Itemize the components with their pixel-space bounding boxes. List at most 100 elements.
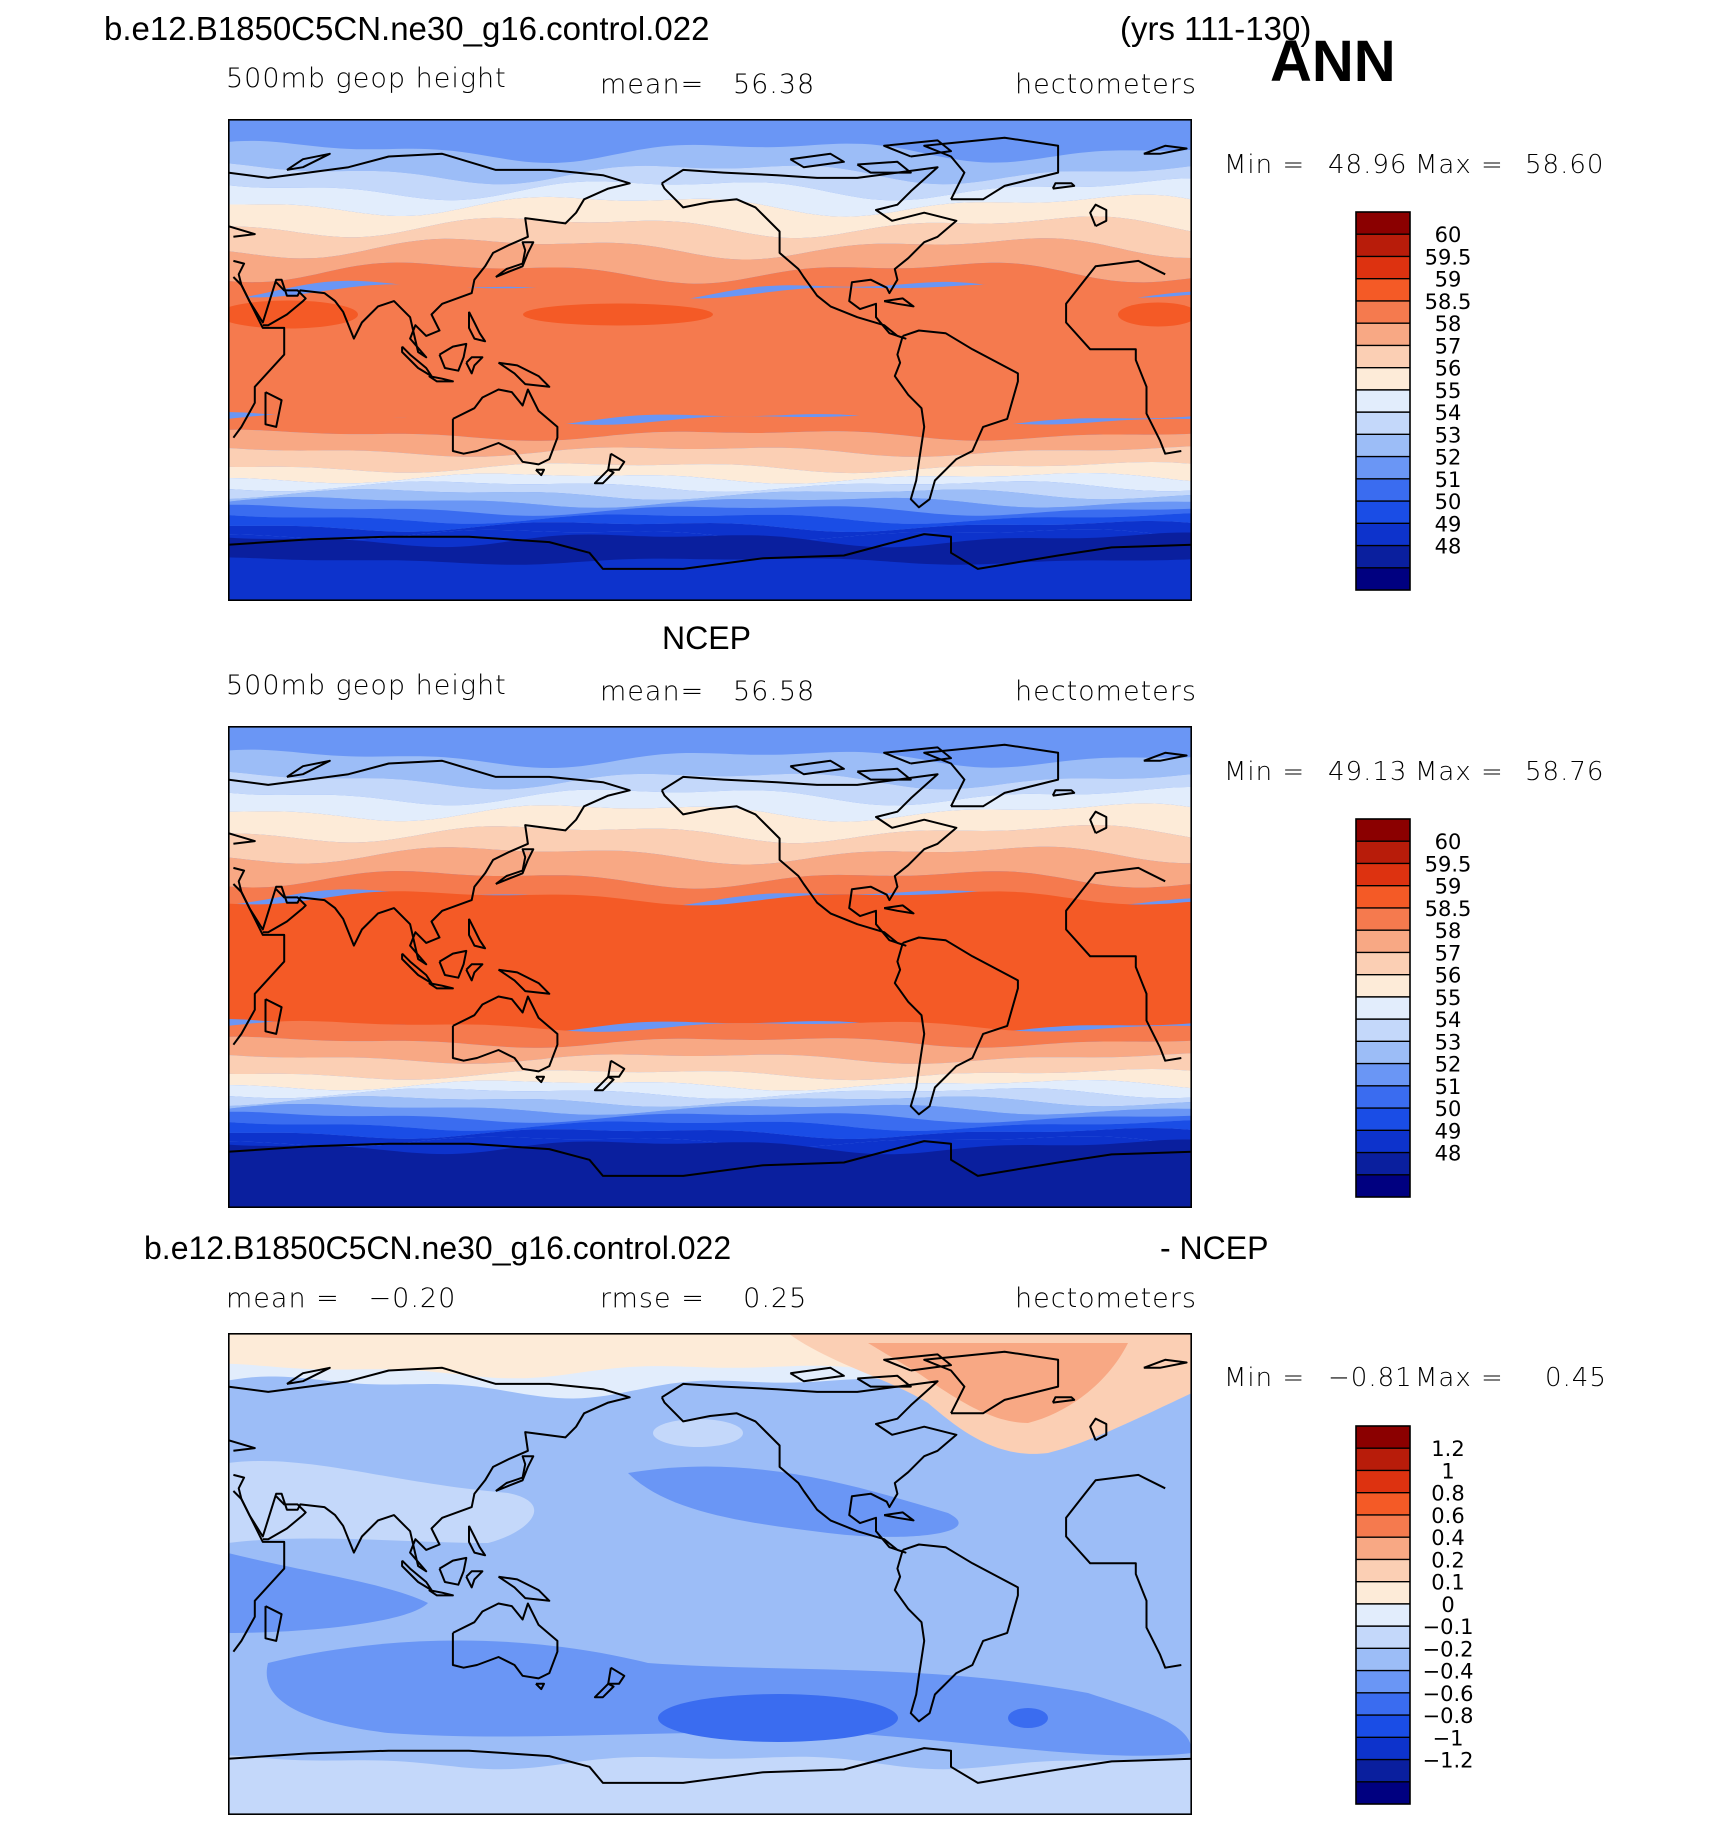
coastline [923, 1350, 1060, 1415]
coastlines [228, 136, 1192, 570]
colorbar-2-label: 59.5 [1425, 852, 1472, 876]
contour-band [228, 1080, 1192, 1099]
coastline [1051, 789, 1076, 797]
colorbar-2-label: 60 [1435, 830, 1462, 854]
colorbar-3-label: −0.2 [1423, 1637, 1474, 1661]
coastline [495, 848, 535, 885]
coastline [893, 329, 1019, 509]
coastline [438, 342, 468, 372]
panel1-max-label: Max = [1415, 150, 1504, 180]
colorbar-2-swatch [1356, 907, 1410, 931]
contour-band [658, 1694, 898, 1742]
colorbar-1-swatch [1356, 212, 1410, 235]
contour-band [228, 262, 1192, 303]
panel1-max-value: 58.60 [1525, 150, 1605, 180]
colorbar-1-label: 54 [1435, 401, 1462, 425]
contour-band [228, 803, 1192, 844]
colorbar-3-label: −1.2 [1423, 1749, 1474, 1773]
coastlines [228, 743, 1192, 1177]
coastline [607, 1666, 626, 1685]
panel3-colorbar: 1.210.80.60.40.20.10−0.1−0.2−0.4−0.6−0.8… [1355, 1425, 1474, 1805]
colorbar-1-label: 48 [1435, 535, 1462, 559]
coastline [228, 779, 256, 845]
panel3-mean-label: mean = −0.20 [226, 1283, 457, 1314]
coastline [428, 1589, 454, 1597]
panel1-min-value: 48.96 [1328, 150, 1408, 180]
coastline [451, 1602, 559, 1680]
colorbar-2-swatch [1356, 1085, 1410, 1109]
contour-band [228, 238, 1192, 284]
contour-band [228, 749, 1192, 790]
contour-band [228, 1120, 1192, 1139]
colorbar-1-swatch [1356, 367, 1410, 391]
colorbar-3-swatch [1356, 1470, 1410, 1494]
coastline [468, 918, 487, 950]
colorbar-2-swatch [1356, 996, 1410, 1020]
coastline [264, 998, 283, 1035]
season-label: ANN [1270, 29, 1396, 94]
colorbar-2-swatch [1356, 1174, 1410, 1198]
colorbar-3-swatch [1356, 1737, 1410, 1761]
coastline [923, 743, 1060, 808]
coastline [883, 297, 915, 308]
coastline [497, 1575, 551, 1602]
colorbar-3-swatch [1356, 1781, 1410, 1805]
colorbar-2-label: 51 [1435, 1075, 1462, 1099]
colorbar-2-swatch [1356, 1152, 1410, 1176]
coastline [428, 375, 454, 383]
panel2-max-label: Max = [1415, 757, 1504, 787]
colorbar-1-swatch [1356, 278, 1410, 302]
colorbar-1-label: 50 [1435, 490, 1462, 514]
contour-band [228, 473, 1192, 492]
coastline [856, 1374, 912, 1388]
coastline [262, 888, 307, 934]
panel3-max-value: 0.45 [1545, 1363, 1607, 1393]
panel2-map [228, 726, 1192, 1208]
coastline [228, 172, 256, 238]
coastline [497, 968, 551, 995]
colorbar-1-label: 57 [1435, 334, 1462, 358]
panel1-units-label: hectometers [1015, 69, 1197, 100]
panel1-mean-label: mean= 56.38 [600, 69, 816, 100]
contour-band [228, 1755, 1192, 1815]
contour-band [228, 786, 1192, 822]
colorbar-1-label: 49 [1435, 512, 1462, 536]
colorbar-3-label: 1.2 [1431, 1437, 1464, 1461]
coastline [660, 773, 958, 947]
colorbar-1-label: 52 [1435, 446, 1462, 470]
contour-band [228, 513, 1192, 532]
contour-band [228, 284, 1192, 427]
panel1-min-label: Min = [1224, 150, 1306, 180]
coastline [428, 982, 454, 990]
coastline [228, 152, 631, 359]
coastline [535, 468, 545, 477]
coastline [883, 1511, 915, 1522]
coastline [286, 1366, 331, 1385]
colorbar-3-label: 0.1 [1431, 1571, 1464, 1595]
colorbar-1-swatch [1356, 323, 1410, 346]
colorbar-3-swatch [1356, 1626, 1410, 1649]
colorbar-1-label: 56 [1435, 357, 1462, 381]
coastline [262, 1495, 307, 1541]
colorbar-1-swatch [1356, 300, 1410, 324]
contour-band [228, 1096, 1192, 1115]
coastline [1089, 810, 1108, 834]
contour-band [1118, 302, 1192, 327]
colorbar-1-swatch [1356, 345, 1410, 369]
coastline [1089, 203, 1108, 227]
colorbar-3-label: 0.4 [1431, 1526, 1464, 1550]
colorbar-2-swatch [1356, 1108, 1410, 1131]
colorbar-2-label: 50 [1435, 1097, 1462, 1121]
colorbar-2-label: 58 [1435, 919, 1462, 943]
panel3-map [228, 1333, 1192, 1815]
colorbar-1-label: 53 [1435, 423, 1462, 447]
coastline [228, 1366, 631, 1573]
colorbar-3-swatch [1356, 1514, 1410, 1538]
coastline [883, 139, 952, 158]
years-label: (yrs 111-130) [1120, 10, 1312, 47]
colorbar-3-swatch [1356, 1492, 1410, 1516]
colorbar-3-swatch [1356, 1715, 1410, 1738]
colorbar-3-swatch [1356, 1537, 1410, 1560]
contour-band [228, 504, 1192, 524]
coastline [856, 767, 912, 781]
